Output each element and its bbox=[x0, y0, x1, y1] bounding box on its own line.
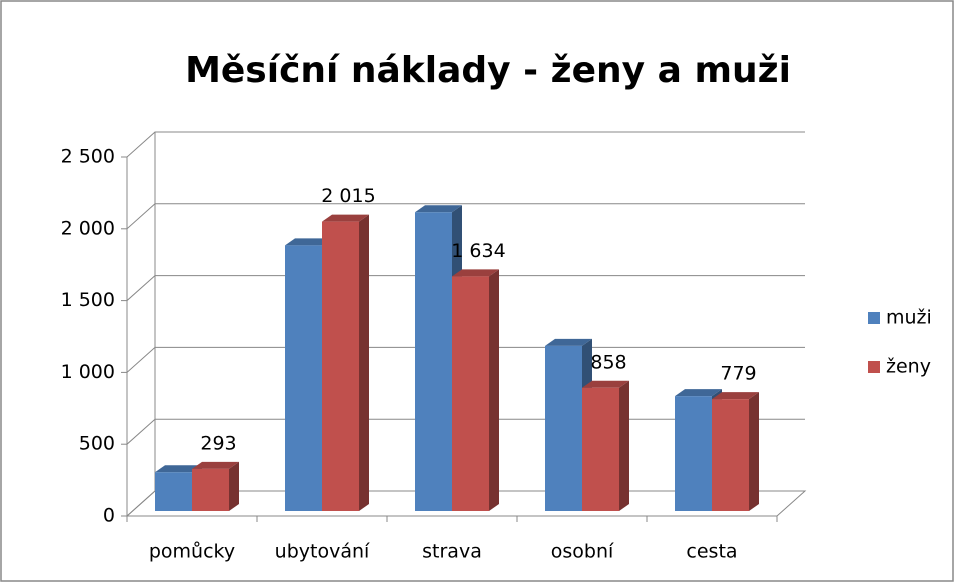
bar-top bbox=[545, 338, 592, 346]
bar-front bbox=[582, 387, 619, 511]
bar-top bbox=[322, 214, 369, 222]
bar-front bbox=[452, 276, 489, 511]
bar-top bbox=[675, 389, 722, 397]
bar-side bbox=[619, 380, 629, 511]
legend-swatch bbox=[868, 312, 880, 324]
bar-top bbox=[452, 269, 499, 277]
bar bbox=[322, 214, 369, 511]
grid-line bbox=[126, 203, 805, 230]
data-label: 293 bbox=[200, 432, 236, 454]
bar-front bbox=[415, 212, 452, 511]
bar-side bbox=[749, 392, 759, 511]
bar bbox=[712, 392, 759, 511]
bar bbox=[192, 461, 239, 511]
bar-front bbox=[675, 396, 712, 511]
y-tick-label: 2 500 bbox=[61, 146, 115, 168]
bar-side bbox=[359, 214, 369, 511]
data-label: 858 bbox=[590, 351, 626, 373]
bar-front bbox=[192, 468, 229, 511]
grid-line bbox=[126, 131, 805, 158]
y-tick-label: 1 000 bbox=[61, 361, 115, 383]
bar-front bbox=[545, 345, 582, 511]
x-tick-label: pomůcky bbox=[149, 541, 235, 563]
bar-top bbox=[192, 461, 239, 469]
bar-front bbox=[322, 221, 359, 511]
bar-top bbox=[285, 238, 332, 246]
x-tick-label: ubytování bbox=[275, 541, 370, 563]
legend-label: ženy bbox=[886, 356, 931, 378]
data-label: 1 634 bbox=[451, 240, 505, 262]
data-label: 779 bbox=[720, 363, 756, 385]
x-tick-label: strava bbox=[422, 541, 482, 563]
x-tick-label: osobní bbox=[551, 541, 614, 563]
chart-title: Měsíční náklady - ženy a muži bbox=[185, 50, 791, 91]
bar-front bbox=[155, 472, 192, 511]
bar-top bbox=[582, 380, 629, 388]
x-tick-label: cesta bbox=[686, 541, 737, 563]
bar-side bbox=[229, 461, 239, 511]
bar-top bbox=[415, 205, 462, 213]
bar bbox=[452, 269, 499, 511]
bar-front bbox=[712, 399, 749, 511]
data-label: 2 015 bbox=[321, 185, 375, 207]
legend-swatch bbox=[868, 361, 880, 373]
y-tick-label: 0 bbox=[103, 505, 115, 527]
bar bbox=[582, 380, 629, 511]
bar-top bbox=[712, 392, 759, 400]
grid-line bbox=[126, 275, 805, 301]
y-tick-label: 1 500 bbox=[61, 289, 115, 311]
bar-front bbox=[285, 245, 322, 511]
bar-top bbox=[155, 465, 202, 473]
y-tick-label: 2 000 bbox=[61, 217, 115, 239]
bar-side bbox=[489, 269, 499, 511]
legend-label: muži bbox=[886, 307, 932, 329]
y-tick-label: 500 bbox=[79, 433, 115, 455]
